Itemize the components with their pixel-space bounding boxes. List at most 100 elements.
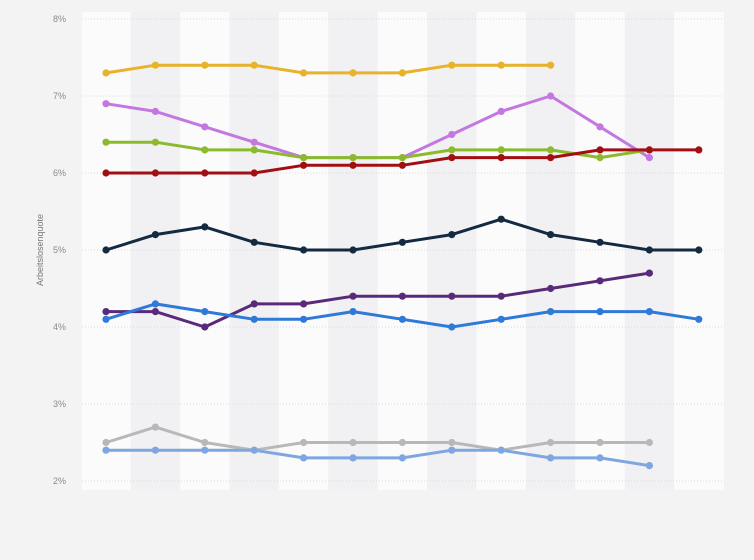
data-point <box>300 246 308 254</box>
column-band <box>130 12 181 490</box>
data-point <box>201 61 209 69</box>
data-point <box>349 454 357 462</box>
data-point <box>151 169 159 177</box>
data-point <box>250 61 258 69</box>
data-point <box>398 438 406 447</box>
data-point <box>102 246 110 254</box>
series-line-8 <box>104 425 651 452</box>
data-point <box>547 154 555 162</box>
data-point <box>300 438 308 447</box>
data-point <box>645 154 654 162</box>
data-point <box>250 315 258 323</box>
data-point <box>151 300 159 308</box>
data-point <box>448 61 456 69</box>
data-point <box>151 423 159 431</box>
data-point <box>547 284 555 293</box>
data-point <box>448 146 456 154</box>
data-point <box>349 246 357 254</box>
y-tick-label: 8% <box>53 14 66 24</box>
data-point <box>151 138 159 146</box>
column-band <box>229 12 279 490</box>
data-point <box>201 169 209 177</box>
data-point <box>300 300 308 308</box>
series-line-9 <box>104 448 651 468</box>
data-point <box>300 69 308 77</box>
y-tick-label: 3% <box>53 399 66 409</box>
data-point <box>695 146 703 154</box>
plot-area-background <box>82 12 724 490</box>
data-point <box>645 269 654 277</box>
data-point <box>201 146 209 154</box>
data-point <box>497 107 505 115</box>
data-point <box>448 154 456 162</box>
data-point <box>102 169 110 177</box>
y-tick-labels: 2% 3% 4% 5% 6% 7% 8% <box>53 14 66 486</box>
data-point <box>398 69 406 77</box>
data-point <box>596 454 604 462</box>
data-point <box>151 107 159 115</box>
data-point <box>201 223 209 231</box>
data-point <box>596 308 604 316</box>
column-band <box>525 12 576 490</box>
series-line-1 <box>104 63 553 75</box>
data-point <box>448 292 456 300</box>
data-point <box>151 446 159 454</box>
data-point <box>645 246 654 254</box>
data-point <box>695 246 703 254</box>
data-point <box>102 138 110 146</box>
data-point <box>448 323 456 331</box>
column-bands <box>130 12 675 490</box>
data-point <box>596 123 604 131</box>
data-point <box>596 238 604 246</box>
data-point <box>596 438 604 447</box>
series-line-6 <box>104 271 651 329</box>
data-point <box>151 61 159 69</box>
data-point <box>151 231 159 239</box>
data-point <box>201 438 209 447</box>
data-point <box>497 146 505 154</box>
data-point <box>398 154 406 162</box>
data-point <box>596 146 604 154</box>
data-point <box>398 454 406 462</box>
data-point <box>448 231 456 239</box>
data-point <box>547 146 555 154</box>
data-point <box>398 238 406 246</box>
data-point <box>201 323 209 331</box>
y-tick-label: 6% <box>53 168 66 178</box>
data-point <box>102 446 110 454</box>
data-point <box>201 123 209 131</box>
data-point <box>645 438 654 447</box>
data-point <box>645 146 654 154</box>
data-point <box>596 154 604 162</box>
data-point <box>349 161 357 169</box>
data-point <box>497 446 505 454</box>
column-band <box>427 12 477 490</box>
data-point <box>349 438 357 447</box>
data-point <box>102 438 110 447</box>
data-point <box>300 315 308 323</box>
data-point <box>349 292 357 300</box>
data-point <box>547 231 555 239</box>
series-points <box>102 61 703 470</box>
data-point <box>547 308 555 316</box>
data-point <box>645 308 654 316</box>
data-point <box>398 161 406 169</box>
data-point <box>201 308 209 316</box>
data-point <box>300 454 308 462</box>
data-point <box>102 100 110 108</box>
data-point <box>250 300 258 308</box>
y-tick-label: 2% <box>53 476 66 486</box>
data-point <box>398 292 406 300</box>
data-point <box>547 61 555 69</box>
y-tick-label: 7% <box>53 91 66 101</box>
data-point <box>497 215 505 223</box>
data-point <box>398 315 406 323</box>
data-point <box>250 146 258 154</box>
data-point <box>497 315 505 323</box>
data-point <box>250 169 258 177</box>
y-tick-label: 4% <box>53 322 66 332</box>
data-point <box>448 438 456 447</box>
y-axis-title: Arbeitslosenquote <box>35 214 45 286</box>
